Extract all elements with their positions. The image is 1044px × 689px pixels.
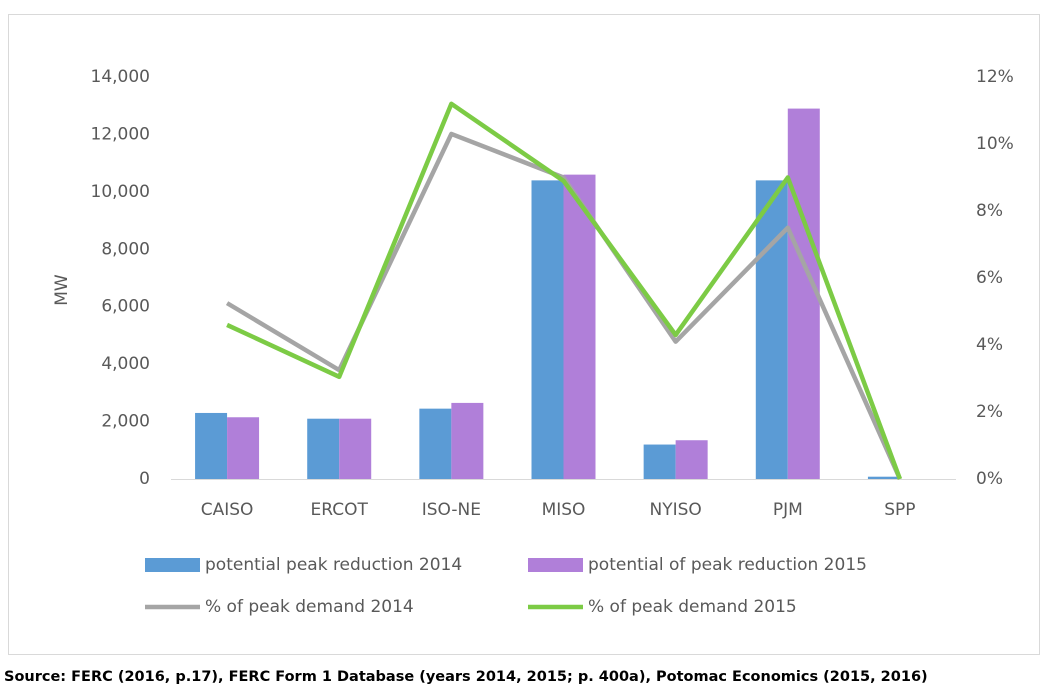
line xyxy=(225,131,902,480)
bar xyxy=(867,476,900,479)
y2-tick-label: 6% xyxy=(976,268,1003,288)
bar xyxy=(643,444,676,479)
y-tick-label: 2,000 xyxy=(101,412,150,432)
bar xyxy=(563,174,596,479)
chart-border xyxy=(8,14,1040,655)
bar xyxy=(451,402,484,479)
x-tick-label: ISO-NE xyxy=(422,500,481,520)
x-tick-label: PJM xyxy=(773,500,803,520)
y2-tick-label: 4% xyxy=(976,335,1003,355)
x-tick-label: CAISO xyxy=(201,500,254,520)
legend-label: % of peak demand 2015 xyxy=(588,597,797,617)
y-tick-label: 12,000 xyxy=(91,124,150,144)
bar xyxy=(675,440,708,479)
bar xyxy=(787,108,820,479)
y-tick-label: 14,000 xyxy=(91,67,150,87)
legend-swatch xyxy=(528,558,583,572)
y-tick-label: 0 xyxy=(139,469,150,489)
x-tick-label: NYISO xyxy=(649,500,701,520)
legend-label: % of peak demand 2014 xyxy=(205,597,414,617)
bar xyxy=(755,180,788,479)
y2-tick-label: 0% xyxy=(976,469,1003,489)
y2-tick-label: 12% xyxy=(976,67,1014,87)
bar xyxy=(531,180,564,479)
y-tick-label: 4,000 xyxy=(101,354,150,374)
y-tick-label: 8,000 xyxy=(101,239,150,259)
legend-label: potential of peak reduction 2015 xyxy=(588,555,867,575)
y2-tick-label: 8% xyxy=(976,201,1003,221)
bar xyxy=(195,412,228,479)
x-tick-label: MISO xyxy=(542,500,586,520)
x-tick-label: SPP xyxy=(884,500,915,520)
bar xyxy=(227,417,260,479)
source-note: Source: FERC (2016, p.17), FERC Form 1 D… xyxy=(4,669,928,685)
y-tick-label: 10,000 xyxy=(91,182,150,202)
bar xyxy=(307,418,340,479)
y-axis-title: MW xyxy=(52,274,72,306)
bar xyxy=(339,418,372,479)
bar xyxy=(419,408,452,479)
x-tick-label: ERCOT xyxy=(311,500,369,520)
line xyxy=(226,101,903,480)
y2-tick-label: 2% xyxy=(976,402,1003,422)
legend-swatch xyxy=(145,558,200,572)
y-tick-label: 6,000 xyxy=(101,297,150,317)
y2-tick-label: 10% xyxy=(976,134,1014,154)
legend-label: potential peak reduction 2014 xyxy=(205,555,462,575)
